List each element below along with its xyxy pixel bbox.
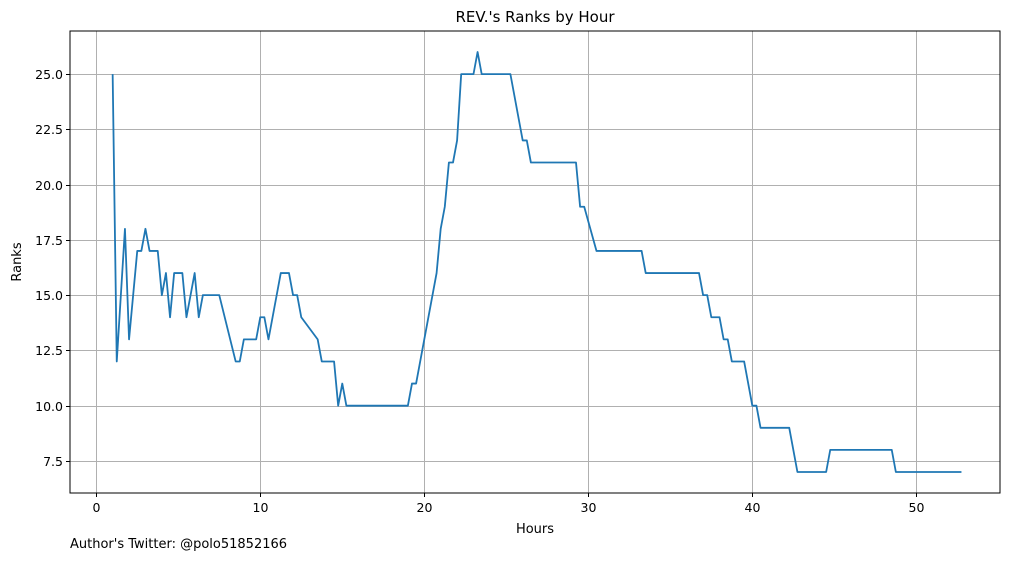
x-tick-label: 20 bbox=[417, 500, 433, 515]
y-tick-label: 12.5 bbox=[35, 343, 63, 358]
tick-layer: 0 10 20 30 40 50 7.5 10.0 12.5 15.0 17.5 20.0 22.5 25… bbox=[35, 67, 924, 515]
x-tick-label: 40 bbox=[745, 500, 761, 515]
grid-layer bbox=[70, 31, 1000, 493]
author-footnote: Author's Twitter: @polo51852166 bbox=[70, 537, 288, 552]
y-tick-label: 15.0 bbox=[35, 288, 63, 303]
plot-frame bbox=[69, 30, 1001, 494]
x-axis-label: Hours bbox=[516, 522, 554, 537]
x-tick-label: 50 bbox=[909, 500, 925, 515]
y-tick-label: 7.5 bbox=[43, 454, 63, 469]
x-tick-label: 30 bbox=[581, 500, 597, 515]
y-tick-label: 25.0 bbox=[35, 67, 63, 82]
x-tick-label: 10 bbox=[253, 500, 269, 515]
y-tick-label: 20.0 bbox=[35, 178, 63, 193]
y-tick-label: 17.5 bbox=[35, 233, 63, 248]
y-tick-label: 10.0 bbox=[35, 399, 63, 414]
chart-title: REV.'s Ranks by Hour bbox=[455, 8, 615, 26]
y-tick-label: 22.5 bbox=[35, 122, 63, 137]
x-tick-label: 0 bbox=[93, 500, 101, 515]
series-layer bbox=[111, 51, 962, 473]
y-axis-label: Ranks bbox=[10, 242, 25, 281]
series-line bbox=[111, 51, 962, 473]
